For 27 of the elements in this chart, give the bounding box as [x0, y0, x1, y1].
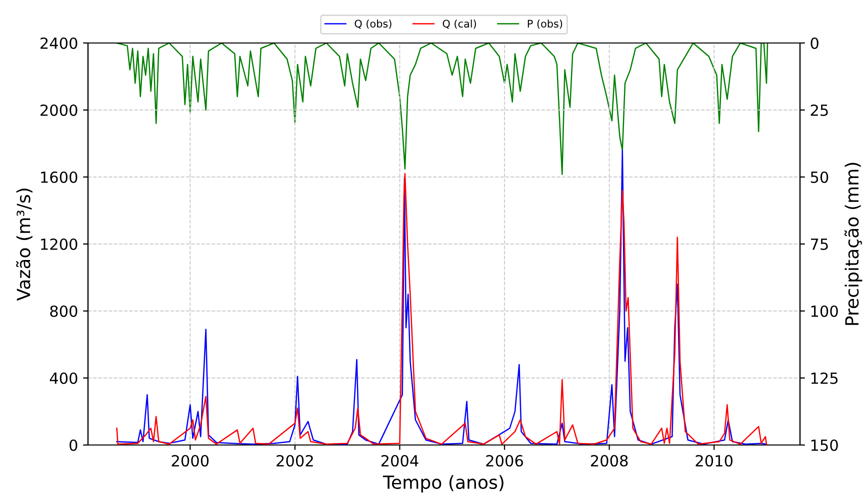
- x-tick-label: 2002: [276, 454, 313, 467]
- y-tick-label: 2400: [40, 37, 78, 50]
- x-tick-label: 2004: [381, 454, 418, 467]
- y2-tick-label: 150: [811, 439, 838, 452]
- y2-tick-label: 125: [811, 372, 838, 384]
- y-tick-label: 800: [50, 305, 78, 318]
- y-tick-label: 400: [50, 372, 78, 384]
- x-tick-label: 2008: [590, 454, 628, 467]
- x-tick-label: 2006: [486, 454, 523, 467]
- legend-label: P (obs): [528, 20, 562, 29]
- line-series: [116, 43, 768, 175]
- y-tick-label: 1200: [41, 238, 78, 250]
- y2-tick-label: 25: [810, 104, 828, 116]
- y-tick-label: 1600: [41, 171, 78, 184]
- legend-label: Q (cal): [442, 20, 476, 29]
- y2-tick-label: 50: [810, 171, 828, 184]
- y2-axis-title: Precipitação (mm): [844, 162, 862, 325]
- y-tick-label: 0: [70, 439, 78, 452]
- x-tick-label: 2000: [172, 454, 209, 467]
- x-axis-title: Tempo (anos): [382, 475, 504, 493]
- y-tick-label: 2000: [40, 104, 78, 116]
- x-tick-label: 2010: [696, 454, 733, 467]
- y2-tick-label: 75: [810, 238, 828, 250]
- y-axis-title: Vazão (m³/s): [16, 188, 32, 301]
- y2-tick-label: 0: [810, 37, 818, 50]
- y2-tick-label: 100: [811, 305, 838, 318]
- legend-label: Q (obs): [354, 20, 392, 29]
